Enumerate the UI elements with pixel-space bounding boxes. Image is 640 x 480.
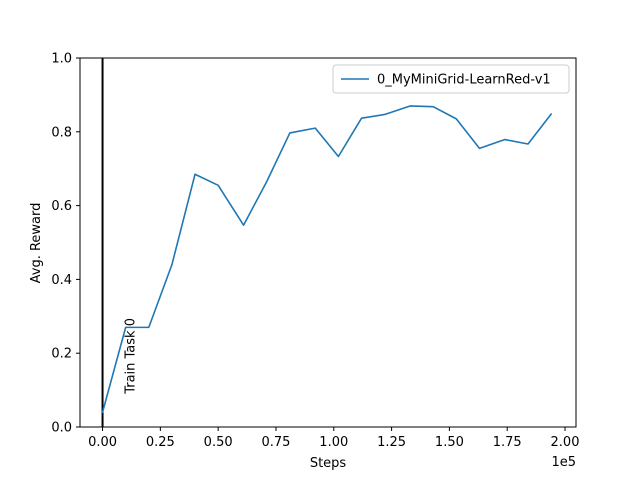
x-tick-label-1: 0.25: [146, 435, 175, 450]
labels-layer: Steps Avg. Reward 1e5: [29, 203, 576, 471]
series-layer: [101, 105, 553, 414]
task-annotation-0: Train Task 0: [124, 318, 139, 395]
legend-box: [332, 64, 570, 94]
ticks-layer: 0.00 0.25 0.50 0.75 1.00 1.25 1.50 1.75 2.00 0.0 0…: [51, 52, 579, 451]
y-tick-label-4: 0.8: [51, 125, 72, 140]
x-tick-label-0: 0.00: [88, 435, 117, 450]
y-tick-label-1: 0.2: [51, 347, 72, 362]
y-tick-label-5: 1.0: [51, 52, 72, 67]
axes-layer: [79, 57, 577, 428]
axes-frame: [79, 57, 577, 428]
vline-layer: Train Task 0: [101, 58, 139, 427]
plot-layer: [80, 58, 576, 427]
plot-area: [80, 58, 576, 427]
x-tick-label-8: 2.00: [551, 435, 580, 450]
x-tick-label-2: 0.50: [204, 435, 233, 450]
y-tick-label-3: 0.6: [51, 199, 72, 214]
x-tick-label-5: 1.25: [377, 435, 406, 450]
y-tick-label-2: 0.4: [51, 273, 72, 288]
legend-entry-0: 0_MyMiniGrid-LearnRed-v1: [377, 73, 551, 88]
y-tick-label-0: 0.0: [51, 421, 72, 436]
x-tick-label-6: 1.50: [435, 435, 464, 450]
y-axis-label: Avg. Reward: [29, 203, 44, 284]
x-tick-label-3: 0.75: [261, 435, 290, 450]
x-offset-label: 1e5: [551, 455, 576, 470]
x-tick-label-4: 1.00: [319, 435, 348, 450]
x-tick-label-7: 1.75: [493, 435, 522, 450]
x-axis-label: Steps: [310, 456, 347, 471]
legend: 0_MyMiniGrid-LearnRed-v1: [332, 64, 570, 94]
series-line-0: [101, 105, 553, 414]
